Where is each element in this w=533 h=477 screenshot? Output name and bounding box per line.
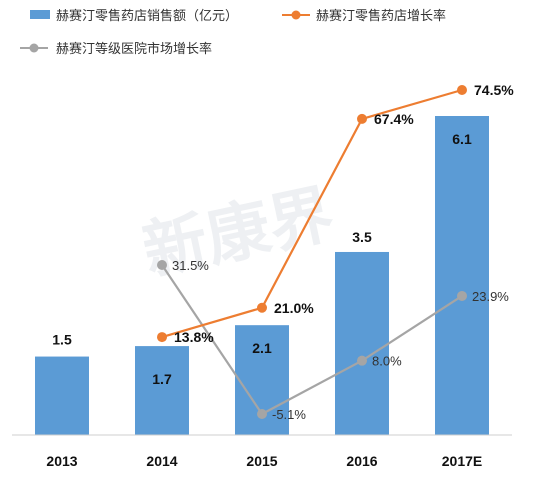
retail-growth-label: 67.4% [374,111,414,127]
x-axis-ticks: 2013 2014 2015 2016 2017E [46,453,482,469]
x-tick-label: 2015 [246,453,277,469]
retail-growth-point [157,332,167,343]
legend-item-hospital-growth: 赫赛汀等级医院市场增长率 [20,41,212,56]
bar-2016 [335,251,389,435]
legend-label-retail-growth: 赫赛汀零售药店增长率 [316,8,446,23]
hospital-growth-point [257,409,267,419]
hospital-growth-line [161,264,463,416]
retail-growth-point [457,85,467,95]
legend-marker-hospital-growth [29,43,39,53]
retail-growth-point [257,302,267,313]
retail-growth-point [357,113,367,124]
x-tick-label: 2014 [146,453,177,469]
x-tick-label: 2016 [346,453,377,469]
legend-swatch-sales [30,10,50,19]
hospital-growth-point [457,290,467,301]
bar-value-label: 2.1 [252,340,272,356]
bar-2017E [435,116,489,435]
bar-series [35,116,489,435]
legend-item-sales: 赫赛汀零售药店销售额（亿元） [30,8,238,23]
x-tick-label: 2013 [46,453,77,469]
retail-growth-label: 21.0% [274,300,314,316]
bar-2013 [35,356,89,435]
data-labels: 1.5 1.7 2.1 3.5 6.1 13.8% 21.0% 67.4% 74.5% 31.5%… [52,82,514,422]
legend-marker-retail-growth [291,10,301,20]
hospital-growth-label: 8.0% [372,354,402,369]
bar-value-label: 3.5 [352,229,372,245]
hospital-growth-label: 23.9% [472,289,509,304]
bar-2014 [135,346,189,435]
retail-growth-line [161,88,463,339]
bar-value-label: 6.1 [452,131,472,147]
legend-item-retail-growth: 赫赛汀零售药店增长率 [282,8,446,23]
bar-value-label: 1.5 [52,332,72,348]
hospital-growth-point [157,260,167,271]
bar-value-label: 1.7 [152,371,172,387]
hospital-growth-point [357,355,367,366]
retail-growth-label: 74.5% [474,82,514,98]
hospital-growth-label: 31.5% [172,258,209,273]
hospital-growth-label: -5.1% [272,407,306,422]
x-tick-label: 2017E [442,453,482,469]
retail-growth-label: 13.8% [174,329,214,345]
legend: 赫赛汀零售药店销售额（亿元） 赫赛汀零售药店增长率 赫赛汀等级医院市场增长率 [20,8,446,56]
line-series [157,85,467,419]
legend-label-hospital-growth: 赫赛汀等级医院市场增长率 [56,41,212,56]
legend-label-sales: 赫赛汀零售药店销售额（亿元） [56,8,238,23]
